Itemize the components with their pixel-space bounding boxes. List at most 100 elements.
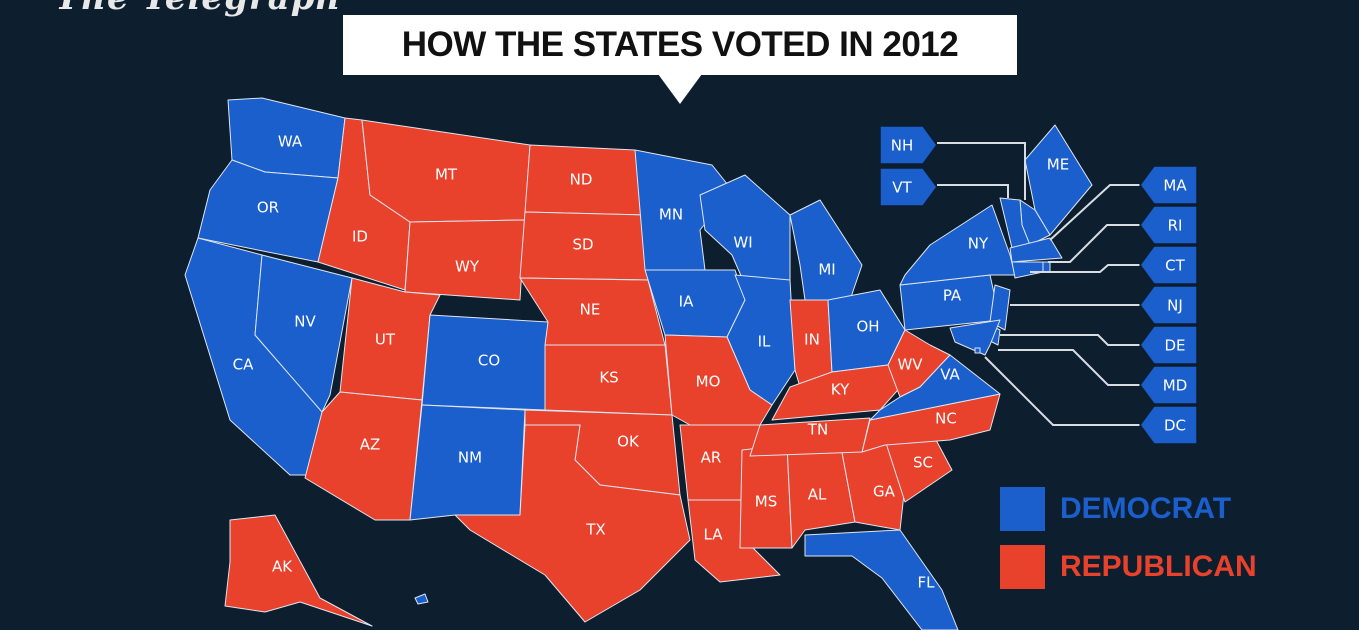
callout-line-ma bbox=[1049, 184, 1140, 241]
state-hi bbox=[414, 593, 429, 605]
state-label-me: ME bbox=[1047, 156, 1069, 174]
callout-tag-md bbox=[1139, 365, 1198, 405]
state-label-nm: NM bbox=[458, 449, 482, 467]
state-label-pa: PA bbox=[943, 287, 962, 305]
state-me bbox=[1024, 124, 1093, 236]
callout-label-md: MD bbox=[1163, 377, 1188, 395]
state-tx bbox=[454, 424, 691, 623]
callout-label-ri: RI bbox=[1168, 217, 1183, 235]
state-label-wv: WV bbox=[897, 356, 923, 374]
callout-line-ct bbox=[1030, 264, 1140, 273]
state-ak bbox=[224, 514, 373, 627]
callout-line-md bbox=[998, 349, 1140, 386]
state-label-ca: CA bbox=[233, 356, 254, 374]
state-az bbox=[304, 391, 423, 521]
state-mo bbox=[664, 334, 773, 426]
state-label-nd: ND bbox=[570, 171, 593, 189]
callout-label-ma: MA bbox=[1163, 177, 1187, 195]
state-wi bbox=[699, 174, 791, 286]
callout-label-nj: NJ bbox=[1167, 297, 1183, 315]
state-nv bbox=[254, 254, 353, 413]
map-title: HOW THE STATES VOTED IN 2012 bbox=[401, 25, 959, 64]
state-md bbox=[949, 319, 1001, 356]
state-label-tn: TN bbox=[807, 421, 828, 439]
title-pointer bbox=[658, 74, 702, 104]
state-dc bbox=[974, 347, 981, 354]
state-label-mt: MT bbox=[435, 166, 458, 184]
callout-line-ri bbox=[1048, 224, 1140, 263]
legend-democrat-label: DEMOCRAT bbox=[1060, 492, 1232, 525]
state-label-nc: NC bbox=[935, 410, 957, 428]
state-label-wy: WY bbox=[455, 258, 480, 276]
legend-democrat-swatch bbox=[1000, 487, 1045, 531]
state-label-ar: AR bbox=[701, 449, 722, 467]
state-label-mo: MO bbox=[696, 373, 721, 391]
state-label-id: ID bbox=[352, 228, 368, 246]
state-label-ks: KS bbox=[599, 369, 618, 387]
state-nj bbox=[989, 284, 1011, 331]
callout-tag-ma bbox=[1139, 165, 1198, 205]
state-label-ny: NY bbox=[968, 235, 989, 253]
legend-republican-label: REPUBLICAN bbox=[1060, 550, 1257, 583]
state-wy bbox=[404, 219, 526, 301]
state-ri bbox=[1042, 261, 1051, 273]
state-label-co: CO bbox=[478, 352, 500, 370]
state-label-sd: SD bbox=[572, 236, 593, 254]
callout-tag-ri bbox=[1139, 205, 1198, 245]
callout-tags: NH VT MA RI CT NJ DE MD DC bbox=[879, 125, 1198, 445]
callout-label-dc: DC bbox=[1164, 417, 1186, 435]
state-label-wi: WI bbox=[733, 234, 752, 252]
state-label-ne: NE bbox=[580, 301, 601, 319]
state-vt bbox=[999, 197, 1031, 249]
state-label-il: IL bbox=[758, 333, 771, 351]
state-label-tx: TX bbox=[585, 521, 605, 539]
state-label-ms: MS bbox=[755, 493, 777, 511]
state-mi bbox=[789, 199, 863, 301]
state-label-ut: UT bbox=[375, 331, 396, 349]
state-label-ak: AK bbox=[272, 558, 293, 576]
telegraph-logo: The Telegraph bbox=[55, 0, 341, 18]
callout-label-de: DE bbox=[1164, 337, 1185, 355]
state-label-mi: MI bbox=[818, 261, 835, 279]
states-layer bbox=[184, 97, 1093, 630]
state-label-mn: MN bbox=[659, 206, 683, 224]
state-label-sc: SC bbox=[913, 454, 933, 472]
state-label-ok: OK bbox=[617, 433, 640, 451]
state-label-or: OR bbox=[257, 199, 279, 217]
callout-tag-nj bbox=[1139, 285, 1198, 325]
callout-label-nh: NH bbox=[891, 137, 914, 155]
state-labels: WA OR CA NV ID MT WY UT AZ CO NM ND SD NE KS OK TX MN IA WI… bbox=[233, 133, 1070, 592]
state-ny bbox=[899, 204, 1016, 286]
callout-label-vt: VT bbox=[892, 179, 912, 197]
callout-tag-vt bbox=[879, 167, 938, 207]
callout-tag-ct bbox=[1139, 245, 1198, 285]
legend-republican-swatch bbox=[1000, 545, 1045, 589]
callout-tag-nh bbox=[879, 125, 938, 165]
state-label-fl: FL bbox=[918, 574, 936, 592]
callout-line-dc bbox=[984, 356, 1140, 426]
callout-tag-de bbox=[1139, 325, 1198, 365]
state-label-va: VA bbox=[940, 366, 960, 384]
state-va bbox=[869, 354, 1001, 421]
callout-tag-dc bbox=[1139, 405, 1198, 445]
state-label-oh: OH bbox=[856, 318, 879, 336]
state-label-al: AL bbox=[808, 486, 827, 504]
state-label-wa: WA bbox=[278, 133, 303, 151]
callout-line-vt bbox=[937, 184, 1009, 198]
state-label-ky: KY bbox=[831, 381, 850, 399]
state-label-la: LA bbox=[704, 526, 724, 544]
callout-line-de bbox=[1000, 334, 1140, 346]
state-label-ga: GA bbox=[873, 483, 896, 501]
callout-label-ct: CT bbox=[1165, 257, 1185, 275]
state-label-az: AZ bbox=[360, 436, 381, 454]
title-banner: HOW THE STATES VOTED IN 2012 bbox=[343, 15, 1017, 75]
callout-line-nh bbox=[937, 142, 1026, 200]
callout-lines bbox=[937, 142, 1140, 426]
state-label-in: IN bbox=[804, 331, 820, 349]
state-label-ia: IA bbox=[679, 293, 694, 311]
state-ma bbox=[1009, 237, 1063, 263]
state-label-nv: NV bbox=[294, 313, 316, 331]
state-ct bbox=[1011, 261, 1044, 279]
state-fl bbox=[804, 529, 959, 630]
